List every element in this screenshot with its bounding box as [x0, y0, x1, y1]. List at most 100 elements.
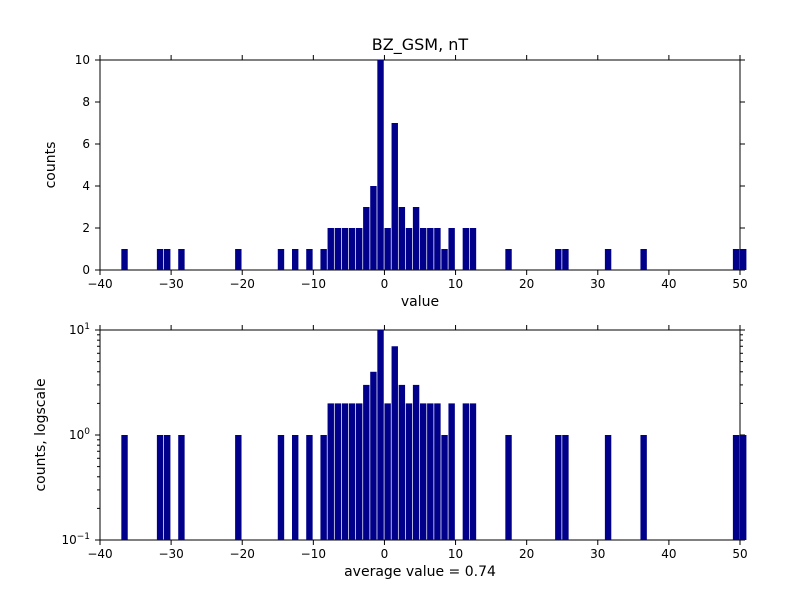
top-xtick-label: 40: [661, 277, 676, 291]
bottom-ylabel: counts, logscale: [33, 378, 49, 491]
bottom-bar: [370, 372, 376, 540]
top-bar: [342, 228, 348, 270]
top-bar: [370, 186, 376, 270]
bottom-ytick-label: 10−1: [61, 532, 90, 547]
top-xtick-label: −40: [87, 277, 112, 291]
top-bar: [335, 228, 341, 270]
bottom-bar: [377, 330, 383, 540]
bottom-xtick-label: −20: [230, 547, 255, 561]
top-bar: [157, 249, 163, 270]
bottom-xtick-label: −10: [301, 547, 326, 561]
top-ytick-label: 4: [82, 179, 90, 193]
bottom-bar: [363, 385, 369, 540]
bottom-bar: [505, 435, 511, 540]
top-bar: [178, 249, 184, 270]
top-xtick-label: −30: [158, 277, 183, 291]
top-bar: [555, 249, 561, 270]
bottom-bar: [420, 403, 426, 540]
bottom-bar: [356, 403, 362, 540]
bottom-ytick-label: 100: [69, 427, 90, 442]
bottom-ytick-label: 101: [69, 322, 90, 337]
bottom-bar: [605, 435, 611, 540]
top-bar: [470, 228, 476, 270]
top-bar: [349, 228, 355, 270]
bottom-xtick-label: 20: [519, 547, 534, 561]
top-xtick-label: 20: [519, 277, 534, 291]
top-bar: [320, 249, 326, 270]
bottom-bar: [555, 435, 561, 540]
top-bar: [413, 207, 419, 270]
chart-title: BZ_GSM, nT: [372, 35, 469, 55]
chart-svg: BZ_GSM, nT −40 −30 −20 −10 0 10 20 30 40 50 0 2 4 6 8 10…: [0, 0, 800, 600]
top-bar: [434, 228, 440, 270]
bottom-xtick-label: −30: [158, 547, 183, 561]
top-bar: [356, 228, 362, 270]
top-ytick-label: 10: [75, 53, 90, 67]
bottom-bar: [164, 435, 170, 540]
top-ylabel: counts: [43, 142, 59, 189]
top-bar: [448, 228, 454, 270]
bottom-bar: [178, 435, 184, 540]
bottom-bar: [448, 403, 454, 540]
bottom-xtick-label: 30: [590, 547, 605, 561]
bottom-xtick-label: −40: [87, 547, 112, 561]
top-xtick-label: 30: [590, 277, 605, 291]
figure: BZ_GSM, nT −40 −30 −20 −10 0 10 20 30 40 50 0 2 4 6 8 10…: [0, 0, 800, 600]
top-bar: [363, 207, 369, 270]
bottom-bar: [470, 403, 476, 540]
top-bar: [733, 249, 739, 270]
bottom-bar: [384, 403, 390, 540]
top-bar: [640, 249, 646, 270]
bottom-bar: [463, 403, 469, 540]
bottom-bar: [157, 435, 163, 540]
top-bar: [328, 228, 334, 270]
bottom-bar: [306, 435, 312, 540]
top-bar: [235, 249, 241, 270]
bottom-bar: [413, 385, 419, 540]
top-ytick-label: 0: [82, 263, 90, 277]
bottom-bar: [235, 435, 241, 540]
top-bar: [164, 249, 170, 270]
bottom-bar: [733, 435, 739, 540]
bottom-bar: [121, 435, 127, 540]
top-bar: [463, 228, 469, 270]
top-xtick-label: 10: [448, 277, 463, 291]
bottom-xtick-label: 0: [381, 547, 389, 561]
top-ytick-label: 6: [82, 137, 90, 151]
top-bar: [392, 123, 398, 270]
bottom-bar: [392, 346, 398, 540]
bottom-bar: [292, 435, 298, 540]
top-bar: [505, 249, 511, 270]
bottom-bar: [342, 403, 348, 540]
bottom-xlabel: average value = 0.74: [344, 564, 496, 580]
top-bar: [420, 228, 426, 270]
bottom-xtick-label: 40: [661, 547, 676, 561]
bottom-bar: [640, 435, 646, 540]
top-xtick-label: 50: [732, 277, 747, 291]
bottom-bar: [427, 403, 433, 540]
bottom-bar: [349, 403, 355, 540]
bottom-bar: [399, 385, 405, 540]
top-bar: [427, 228, 433, 270]
top-bar: [384, 228, 390, 270]
top-xtick-label: 0: [381, 277, 389, 291]
top-bar: [605, 249, 611, 270]
bottom-bar: [328, 403, 334, 540]
top-bar: [278, 249, 284, 270]
top-bar: [406, 228, 412, 270]
bottom-bar: [434, 403, 440, 540]
top-bar: [740, 249, 746, 270]
top-bar: [306, 249, 312, 270]
top-bar: [377, 60, 383, 270]
top-bar: [441, 249, 447, 270]
top-bar: [121, 249, 127, 270]
top-bar: [292, 249, 298, 270]
bottom-bar: [441, 435, 447, 540]
top-xlabel: value: [401, 294, 439, 310]
bottom-bar: [335, 403, 341, 540]
bottom-bar: [320, 435, 326, 540]
top-ytick-label: 8: [82, 95, 90, 109]
top-bar: [399, 207, 405, 270]
top-bar: [562, 249, 568, 270]
top-ytick-label: 2: [82, 221, 90, 235]
